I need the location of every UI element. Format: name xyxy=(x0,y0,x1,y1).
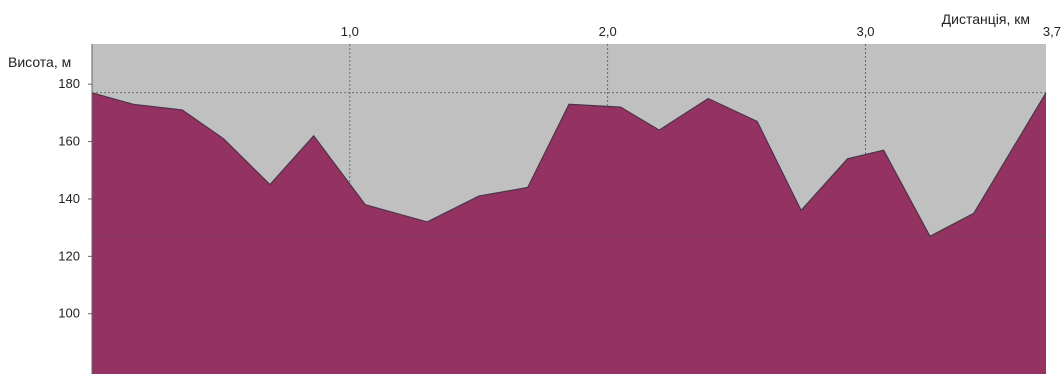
y-tick-label: 120 xyxy=(58,248,80,263)
x-tick-label: 3,7 xyxy=(1043,24,1061,39)
y-tick-label: 160 xyxy=(58,134,80,149)
x-tick-label: 3,0 xyxy=(856,24,874,39)
x-tick-label: 2,0 xyxy=(599,24,617,39)
y-tick-label: 140 xyxy=(58,191,80,206)
x-axis-title: Дистанція, км xyxy=(942,11,1030,27)
y-axis-ticks: 100 120 140 160 180 xyxy=(58,76,92,321)
x-tick-label: 1,0 xyxy=(341,24,359,39)
y-tick-label: 100 xyxy=(58,306,80,321)
y-tick-label: 180 xyxy=(58,76,80,91)
x-axis-ticks: 1,0 2,0 3,0 3,7 xyxy=(341,24,1061,39)
grid-lines xyxy=(92,44,1046,374)
elevation-area xyxy=(92,92,1046,374)
y-axis-title: Висота, м xyxy=(8,54,71,70)
elevation-line xyxy=(91,92,1047,238)
